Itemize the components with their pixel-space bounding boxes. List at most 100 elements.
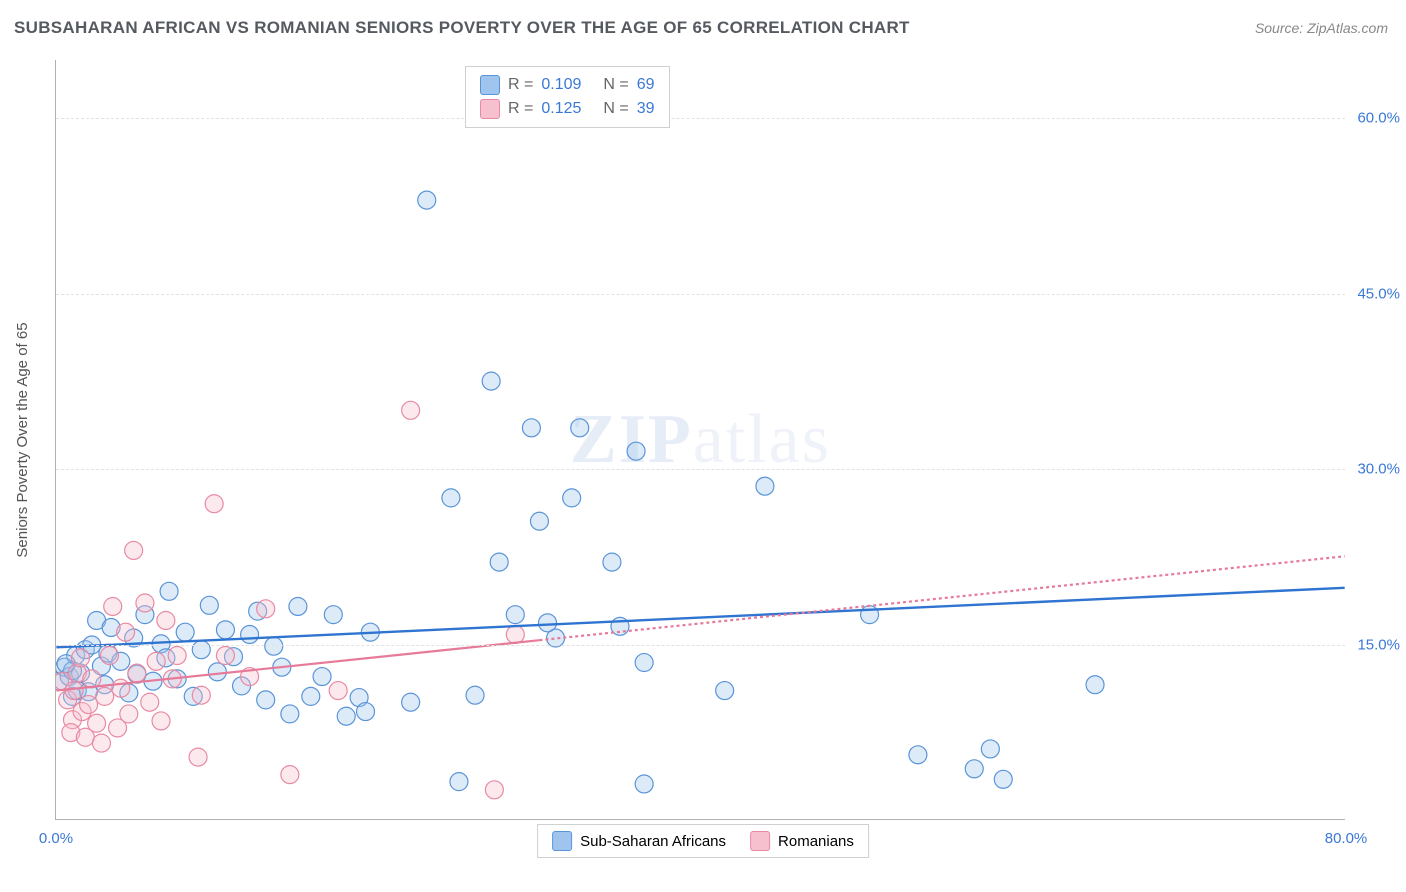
scatter-point [611,617,629,635]
scatter-point [125,541,143,559]
scatter-point [233,677,251,695]
scatter-point [68,682,86,700]
scatter-point [152,712,170,730]
scatter-point [88,714,106,732]
scatter-point [189,748,207,766]
scatter-point [442,489,460,507]
stats-legend: R =0.109N =69R =0.125N =39 [465,66,670,128]
scatter-point [63,711,81,729]
scatter-point [756,477,774,495]
scatter-point [265,637,283,655]
scatter-point [99,644,117,662]
scatter-point [56,672,69,690]
scatter-point [302,687,320,705]
scatter-point [102,619,120,637]
y-tick-label: 30.0% [1350,461,1400,478]
scatter-point [67,647,85,665]
stat-n-value: 69 [637,76,655,94]
gridline [56,645,1345,646]
scatter-point [80,683,98,701]
scatter-point [128,664,146,682]
scatter-point [909,746,927,764]
scatter-point [482,372,500,390]
scatter-point [506,626,524,644]
scatter-point [96,687,114,705]
scatter-point [128,665,146,683]
y-tick-label: 45.0% [1350,285,1400,302]
scatter-point [241,668,259,686]
series-legend: Sub-Saharan Africans Romanians [537,824,869,858]
scatter-point [402,401,420,419]
scatter-point [1086,676,1104,694]
scatter-point [313,668,331,686]
scatter-point [136,594,154,612]
scatter-point [506,606,524,624]
scatter-point [168,647,186,665]
scatter-point [176,623,194,641]
y-tick-label: 15.0% [1350,636,1400,653]
scatter-point [88,612,106,630]
scatter-point [225,648,243,666]
scatter-point [361,623,379,641]
scatter-point [635,654,653,672]
chart-container: SUBSAHARAN AFRICAN VS ROMANIAN SENIORS P… [0,0,1406,892]
scatter-point [92,657,110,675]
scatter-point [450,773,468,791]
scatter-point [109,719,127,737]
scatter-point [63,662,81,680]
stats-row: R =0.109N =69 [480,73,655,97]
scatter-point [147,652,165,670]
scatter-point [59,691,77,709]
scatter-point [329,682,347,700]
scatter-point [324,606,342,624]
stat-n-value: 39 [637,100,655,118]
watermark-bold: ZIP [570,401,693,478]
scatter-point [539,614,557,632]
scatter-point [205,495,223,513]
scatter-point [418,191,436,209]
chart-title: SUBSAHARAN AFRICAN VS ROMANIAN SENIORS P… [14,18,910,38]
trend-line [56,588,1344,648]
scatter-point [76,728,94,746]
x-tick-label: 80.0% [1325,830,1368,847]
scatter-point [92,734,110,752]
legend-item: Romanians [750,831,854,851]
scatter-point [72,664,90,682]
scatter-point [163,670,181,688]
scatter-point [200,596,218,614]
scatter-point [490,553,508,571]
scatter-point [485,781,503,799]
stat-r-label: R = [508,100,533,118]
scatter-point [83,670,101,688]
trend-line-dashed [539,556,1344,640]
legend-swatch [480,99,500,119]
scatter-point [357,703,375,721]
scatter-point [68,664,86,682]
scatter-point [136,606,154,624]
scatter-point [530,512,548,530]
scatter-point [76,641,94,659]
scatter-point [72,649,90,667]
scatter-point [216,647,234,665]
gridline [56,294,1345,295]
scatter-point [192,641,210,659]
scatter-point [861,606,879,624]
y-tick-label: 60.0% [1350,110,1400,127]
scatter-point [257,600,275,618]
scatter-point [157,649,175,667]
legend-item: Sub-Saharan Africans [552,831,726,851]
stat-r-value: 0.125 [541,100,581,118]
scatter-point [62,724,80,742]
scatter-point [257,691,275,709]
gridline [56,469,1345,470]
scatter-point [56,658,73,676]
scatter-point [63,687,81,705]
source-attribution: Source: ZipAtlas.com [1255,20,1388,36]
scatter-point [216,621,234,639]
plot-area: ZIPatlas 15.0%30.0%45.0%60.0%0.0%80.0% [55,60,1345,820]
trend-line [56,640,539,690]
scatter-point [249,602,267,620]
scatter-point [571,419,589,437]
scatter-point [241,626,259,644]
legend-label: Romanians [778,833,854,850]
